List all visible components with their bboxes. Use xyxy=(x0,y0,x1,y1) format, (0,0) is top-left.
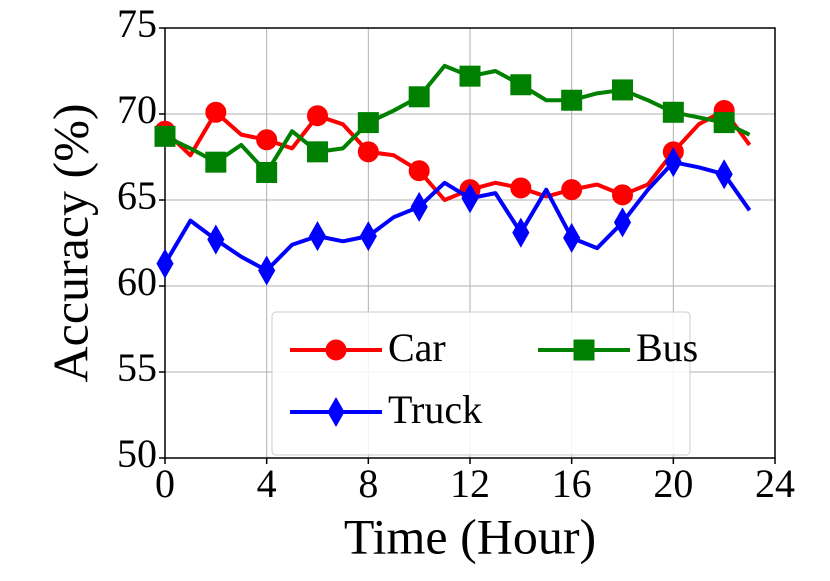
legend-label: Car xyxy=(388,325,446,370)
marker xyxy=(205,151,227,173)
y-axis-label: Accuracy (%) xyxy=(42,104,98,383)
marker xyxy=(154,125,176,147)
marker xyxy=(207,224,225,255)
marker xyxy=(408,160,430,182)
x-tick-label: 12 xyxy=(450,461,490,506)
marker xyxy=(308,221,327,252)
marker xyxy=(612,184,633,206)
marker xyxy=(205,101,227,123)
marker xyxy=(715,159,733,190)
marker xyxy=(307,105,328,127)
x-tick-label: 20 xyxy=(653,461,693,506)
y-tick-label: 75 xyxy=(117,1,157,46)
y-tick-label: 70 xyxy=(117,87,157,132)
y-tick-label: 50 xyxy=(117,431,157,476)
marker xyxy=(713,112,735,134)
marker xyxy=(359,221,377,252)
x-tick-label: 24 xyxy=(755,461,795,506)
marker xyxy=(256,129,278,151)
marker xyxy=(510,74,532,96)
plot-frame xyxy=(164,27,776,459)
y-tick-label: 60 xyxy=(117,259,157,304)
x-tick-label: 0 xyxy=(155,461,175,506)
marker xyxy=(327,396,345,428)
x-axis-label: Time (Hour) xyxy=(344,508,596,564)
marker xyxy=(357,112,379,134)
marker xyxy=(561,89,583,111)
marker xyxy=(156,248,174,279)
x-tick-label: 16 xyxy=(552,461,592,506)
marker xyxy=(307,141,328,163)
marker xyxy=(408,86,430,108)
marker xyxy=(561,179,583,201)
marker xyxy=(410,191,428,222)
legend-frame xyxy=(271,311,691,456)
series-line xyxy=(163,160,752,273)
legend-label: Truck xyxy=(388,387,482,432)
marker xyxy=(357,141,379,163)
marker xyxy=(510,177,532,199)
marker xyxy=(461,183,479,214)
marker xyxy=(573,339,595,361)
marker xyxy=(563,222,581,253)
marker xyxy=(256,161,278,183)
legend: Car Bus Truck xyxy=(271,311,698,456)
y-tick-label: 65 xyxy=(117,173,157,218)
legend-label: Bus xyxy=(636,325,698,370)
marker xyxy=(662,101,684,123)
y-tick-label: 55 xyxy=(117,345,157,390)
marker xyxy=(325,339,347,361)
series-line xyxy=(164,63,751,175)
marker xyxy=(612,79,633,101)
x-tick-label: 4 xyxy=(257,461,277,506)
marker xyxy=(459,65,481,87)
marker xyxy=(512,217,530,248)
marker xyxy=(258,255,276,286)
marker xyxy=(664,147,682,178)
x-tick-label: 8 xyxy=(358,461,378,506)
marker xyxy=(613,207,632,238)
